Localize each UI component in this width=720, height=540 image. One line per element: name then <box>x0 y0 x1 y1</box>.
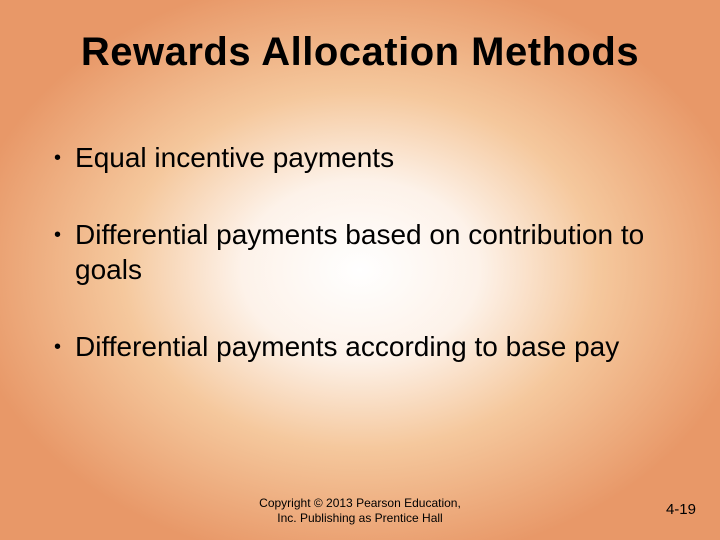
list-item: • Differential payments based on contrib… <box>54 217 666 287</box>
bullet-icon: • <box>54 223 61 248</box>
bullet-icon: • <box>54 146 61 171</box>
slide-title: Rewards Allocation Methods <box>0 30 720 75</box>
copyright-line-2: Inc. Publishing as Prentice Hall <box>0 511 720 526</box>
copyright-text: Copyright © 2013 Pearson Education, Inc.… <box>0 496 720 526</box>
bullet-text: Differential payments based on contribut… <box>75 217 666 287</box>
page-number: 4-19 <box>666 501 696 518</box>
list-item: • Equal incentive payments <box>54 140 666 175</box>
bullet-text: Differential payments according to base … <box>75 329 666 364</box>
slide: Rewards Allocation Methods • Equal incen… <box>0 0 720 540</box>
list-item: • Differential payments according to bas… <box>54 329 666 364</box>
bullet-icon: • <box>54 335 61 360</box>
copyright-line-1: Copyright © 2013 Pearson Education, <box>0 496 720 511</box>
bullet-list: • Equal incentive payments • Differentia… <box>54 140 666 406</box>
bullet-text: Equal incentive payments <box>75 140 666 175</box>
